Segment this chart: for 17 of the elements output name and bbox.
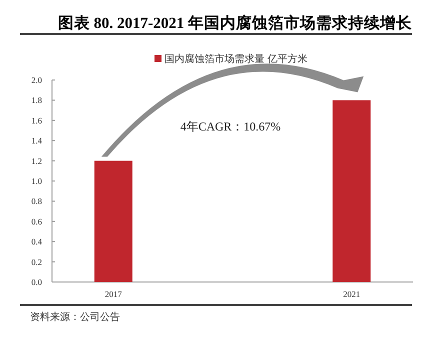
y-tick-label: 1.4 — [31, 136, 43, 146]
text: 资料来源：公司公告 — [30, 311, 120, 323]
y-tick-label: 2.0 — [31, 75, 42, 85]
x-tick-label: 2021 — [343, 289, 360, 299]
y-tick-label: 0.8 — [31, 196, 42, 206]
x-tick-label: 2017 — [104, 289, 122, 299]
y-tick-label: 1.2 — [31, 156, 42, 166]
y-tick-label: 1.6 — [31, 115, 42, 126]
chart-title: 图表 80. 2017-2021 年国内腐蚀箔市场需求持续增长 — [58, 14, 413, 32]
annotation: 4年CAGR：10.67% — [180, 120, 281, 134]
y-tick-label: 0.4 — [31, 236, 43, 247]
y-tick-label: 1.8 — [31, 95, 42, 106]
y-tick-label: 0.6 — [31, 216, 42, 226]
y-tick-label: 0.0 — [31, 277, 42, 287]
legend-label: 国内腐蚀箔市场需求量 亿平方米 — [164, 53, 308, 65]
y-tick-label: 0.2 — [31, 256, 42, 267]
y-tick-label: 1.0 — [31, 176, 42, 186]
